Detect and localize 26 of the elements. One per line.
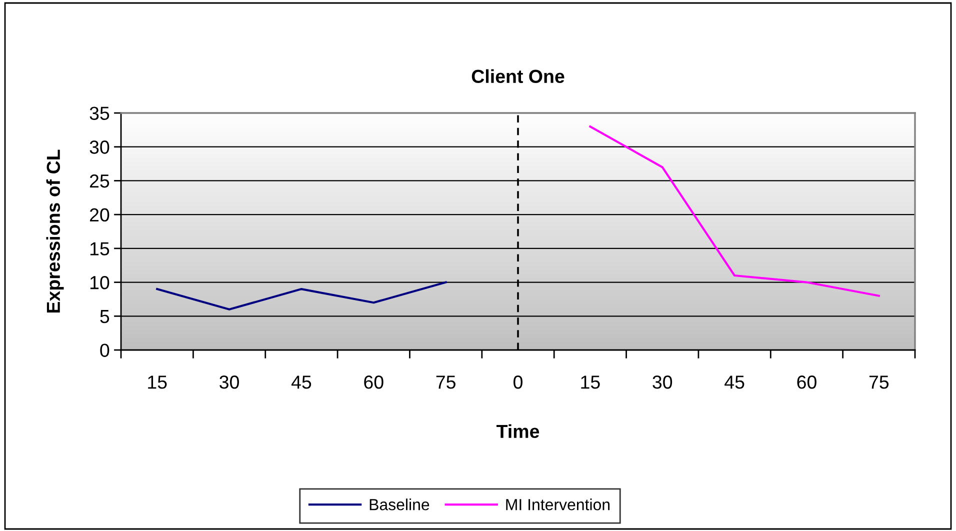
- x-tick-label: 45: [291, 376, 312, 389]
- y-axis-title: Expressions of CL: [46, 150, 64, 313]
- y-tick-label: 10: [90, 276, 110, 290]
- y-tick-label: 15: [90, 242, 110, 256]
- y-tick-label: 20: [90, 208, 110, 222]
- x-tick-label: 45: [724, 376, 744, 389]
- x-tick-label: 60: [364, 375, 384, 389]
- x-tick-label: 15: [148, 376, 167, 389]
- x-tick-label: 0: [514, 375, 522, 389]
- legend-label: Baseline: [370, 498, 430, 510]
- x-tick-label: 75: [436, 376, 456, 389]
- legend-label: MI Intervention: [506, 498, 610, 510]
- x-tick-label: 30: [652, 375, 672, 389]
- x-tick-label: 60: [797, 375, 816, 389]
- y-tick-label: 0: [100, 344, 110, 357]
- x-tick-label: 30: [220, 375, 239, 389]
- y-tick-label: 5: [100, 310, 110, 324]
- x-tick-label: 15: [581, 376, 600, 389]
- chart-title: Client One: [472, 69, 564, 84]
- y-tick-label: 30: [90, 140, 110, 154]
- x-tick-label: 75: [869, 376, 889, 389]
- line-series: [589, 126, 880, 297]
- x-axis-title: Time: [496, 424, 540, 438]
- line-series: [156, 281, 447, 310]
- y-tick-label: 25: [90, 174, 110, 188]
- y-tick-label: 35: [90, 106, 110, 120]
